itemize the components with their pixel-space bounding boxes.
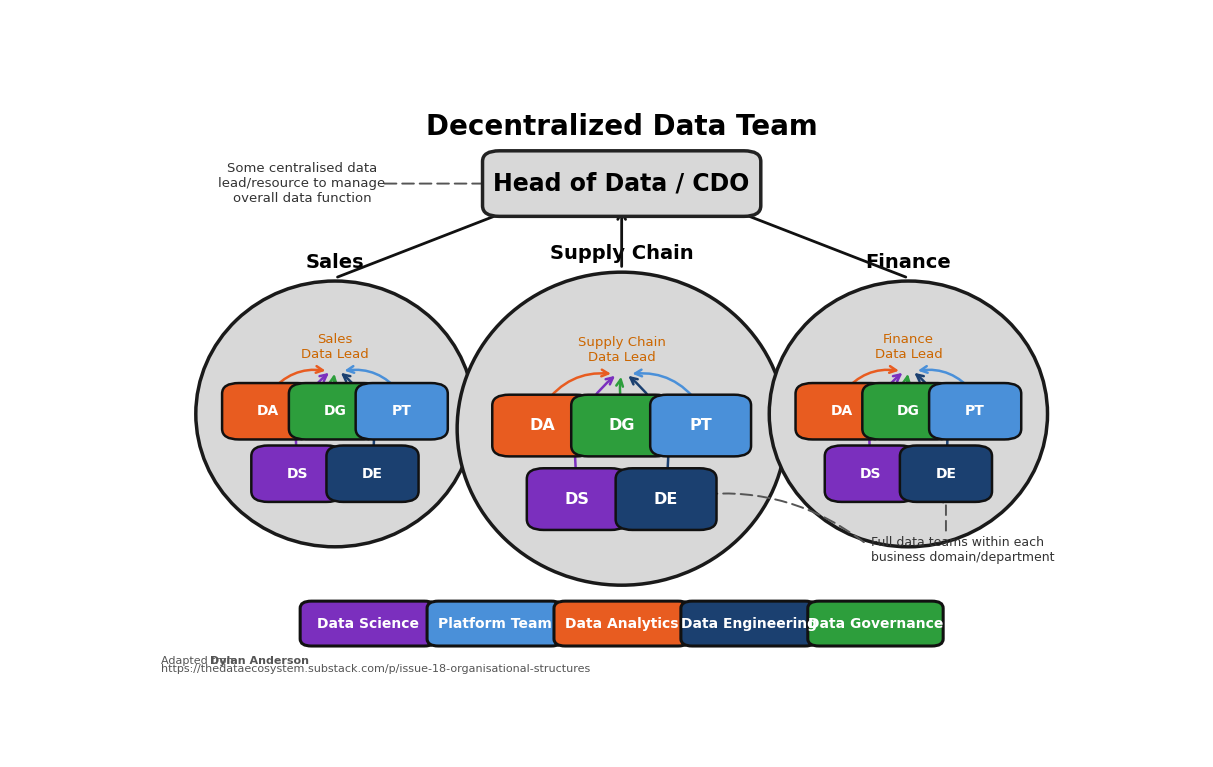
FancyBboxPatch shape	[251, 446, 343, 502]
FancyBboxPatch shape	[355, 383, 448, 439]
FancyBboxPatch shape	[900, 446, 992, 502]
Text: Full data teams within each
business domain/department: Full data teams within each business dom…	[871, 535, 1054, 564]
Ellipse shape	[195, 281, 474, 547]
FancyBboxPatch shape	[929, 383, 1021, 439]
Text: Data Governance: Data Governance	[808, 617, 944, 630]
FancyBboxPatch shape	[526, 469, 627, 530]
Text: Decentralized Data Team: Decentralized Data Team	[426, 113, 818, 140]
FancyBboxPatch shape	[796, 383, 888, 439]
FancyBboxPatch shape	[289, 383, 381, 439]
FancyBboxPatch shape	[862, 383, 955, 439]
Text: DE: DE	[654, 492, 678, 507]
Ellipse shape	[457, 272, 786, 585]
Text: DE: DE	[361, 466, 383, 481]
FancyBboxPatch shape	[616, 469, 717, 530]
Text: Data Science: Data Science	[317, 617, 418, 630]
Text: DG: DG	[609, 418, 634, 433]
FancyBboxPatch shape	[427, 601, 563, 646]
Text: Finance
Data Lead: Finance Data Lead	[875, 334, 943, 361]
Text: Head of Data / CDO: Head of Data / CDO	[494, 172, 750, 196]
Text: Adapted from: Adapted from	[161, 656, 240, 666]
FancyBboxPatch shape	[492, 395, 593, 456]
FancyBboxPatch shape	[825, 446, 917, 502]
Text: Some centralised data
lead/resource to manage
overall data function: Some centralised data lead/resource to m…	[218, 162, 386, 205]
FancyBboxPatch shape	[650, 395, 751, 456]
Text: DS: DS	[286, 466, 308, 481]
Text: Data Analytics: Data Analytics	[565, 617, 678, 630]
Text: Data Engineering: Data Engineering	[680, 617, 816, 630]
Ellipse shape	[769, 281, 1048, 547]
Text: Dylan Anderson: Dylan Anderson	[210, 656, 309, 666]
Text: PT: PT	[689, 418, 712, 433]
Text: DG: DG	[324, 404, 347, 418]
FancyBboxPatch shape	[222, 383, 314, 439]
Text: Sales
Data Lead: Sales Data Lead	[301, 334, 369, 361]
FancyBboxPatch shape	[571, 395, 672, 456]
Text: PT: PT	[966, 404, 985, 418]
Text: DG: DG	[896, 404, 919, 418]
Text: Supply Chain: Supply Chain	[549, 245, 694, 263]
Text: DE: DE	[935, 466, 957, 481]
Text: Supply Chain
Data Lead: Supply Chain Data Lead	[577, 337, 666, 364]
FancyBboxPatch shape	[300, 601, 435, 646]
FancyBboxPatch shape	[808, 601, 944, 646]
FancyBboxPatch shape	[680, 601, 816, 646]
Text: Finance: Finance	[866, 253, 951, 272]
Text: Platform Team: Platform Team	[438, 617, 552, 630]
Text: DA: DA	[530, 418, 556, 433]
FancyBboxPatch shape	[554, 601, 689, 646]
FancyBboxPatch shape	[326, 446, 418, 502]
Text: DS: DS	[860, 466, 882, 481]
Text: Sales: Sales	[306, 253, 364, 272]
Text: https://thedataecosystem.substack.com/p/issue-18-organisational-structures: https://thedataecosystem.substack.com/p/…	[161, 664, 591, 674]
Text: PT: PT	[392, 404, 411, 418]
Text: DA: DA	[257, 404, 279, 418]
FancyBboxPatch shape	[483, 151, 761, 216]
Text: DA: DA	[831, 404, 853, 418]
Text: DS: DS	[565, 492, 590, 507]
